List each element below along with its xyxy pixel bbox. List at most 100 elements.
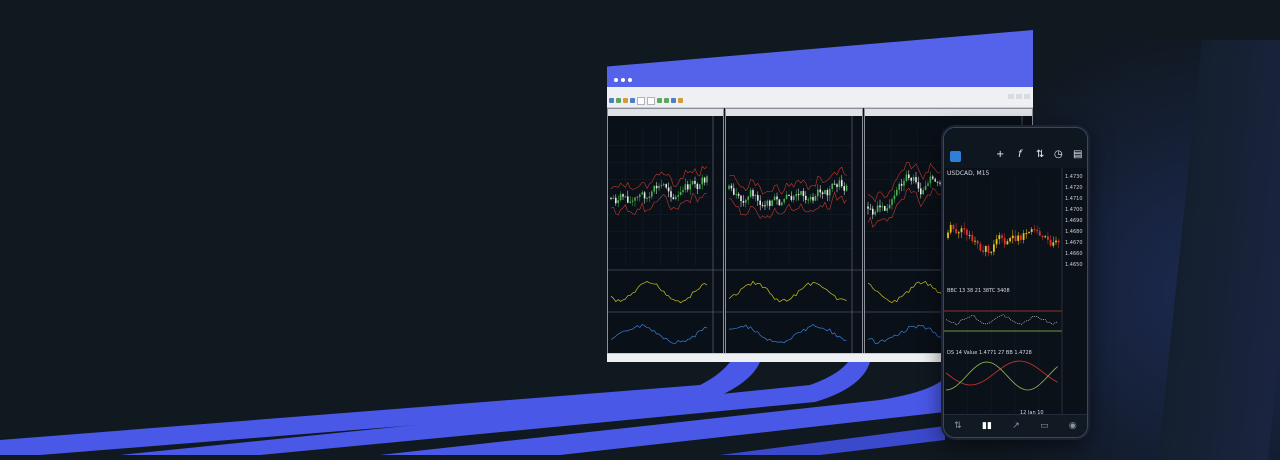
new-order-button[interactable] [637,96,645,105]
candle-body [809,197,812,200]
candle-body [785,194,788,199]
candle-body [952,224,955,230]
period-icon[interactable] [678,98,683,103]
candle-body [675,196,677,200]
phone-chart[interactable] [944,168,1087,415]
candle-body [893,195,896,200]
chart-pane-1-plot[interactable] [608,116,724,354]
crosshair-icon[interactable]: + [996,149,1005,160]
candle-body [1001,235,1003,239]
candle-body [643,192,646,199]
candle-body [1052,242,1055,246]
candle-body [1044,236,1047,238]
candle-body [730,185,733,189]
app-logo[interactable] [950,151,961,162]
candle-body [941,181,944,185]
candle-body [915,177,917,183]
candle-body [629,201,631,203]
candle-body [966,229,968,236]
new-order-icon[interactable]: ▤ [1073,149,1083,160]
candle-body [912,177,915,181]
candle-body [797,194,800,196]
new-chart-icon[interactable] [609,98,614,103]
candle-body [1036,230,1038,232]
candle-body [819,189,821,193]
candle-body [617,200,619,204]
window-dot[interactable] [614,78,618,82]
navigator-icon[interactable] [630,98,635,103]
candle-body [684,184,687,191]
candle-body [995,239,998,245]
candle-body [735,193,737,195]
maximize-icon[interactable] [1016,94,1022,99]
history-icon[interactable]: ▭ [1040,421,1049,431]
autotrading-button[interactable] [647,96,655,105]
window-dots[interactable] [614,78,632,82]
lower-band [610,192,707,216]
window-dot[interactable] [628,78,632,82]
candle-body [610,197,612,199]
candle-body [987,245,990,253]
chart-pane-2-plot[interactable] [726,116,863,354]
oscillator-line [610,323,708,344]
candle-body [682,190,684,192]
candle-body [776,196,778,200]
candle-body [615,197,617,204]
profiles-icon[interactable] [616,98,621,103]
candle-body [898,183,900,190]
messages-icon[interactable]: ◉ [1068,421,1077,431]
candle-body [1028,232,1030,234]
candle-body [886,208,888,211]
lower-band [728,191,847,219]
candle-body [845,185,848,191]
quotes-icon[interactable]: ⇅ [954,421,962,431]
market-watch-icon[interactable] [623,98,628,103]
zoom-in-icon[interactable] [657,98,662,103]
candle-body [790,195,793,200]
candle-body [619,194,622,201]
candle-body [984,245,987,252]
candle-body [836,184,838,187]
candle-body [900,183,903,186]
chart-pane-2[interactable] [725,108,863,354]
candle-body [624,196,627,198]
chart-pane-1[interactable] [607,108,724,354]
candle-body [703,177,706,183]
candle-body [826,190,829,196]
trade-icon[interactable]: ↗ [1012,421,1020,431]
candle-body [993,244,995,252]
candle-body [807,199,809,201]
minimize-icon[interactable] [1008,94,1014,99]
candle-body [1006,241,1009,245]
candle-body [793,196,795,200]
candle-body [641,192,643,195]
close-icon[interactable] [1024,94,1030,99]
candle-body [636,196,639,198]
window-dot[interactable] [621,78,625,82]
chart-icon[interactable]: ▮▮ [982,421,992,431]
candle-body [728,185,730,189]
function-icon[interactable]: f [1018,149,1022,160]
candle-body [927,183,929,186]
clock-icon[interactable]: ◷ [1054,149,1063,160]
candle-body [976,240,979,244]
candle-body [874,211,876,215]
candle-body [949,224,952,233]
price-tick-label: 1.4670 [1065,240,1083,246]
window-toolbar-area [607,87,1033,108]
candle-body [872,208,874,215]
candle-body [903,180,905,186]
phone-nav-bar: ⇅ ▮▮ ↗ ▭ ◉ [944,414,1087,437]
tile-windows-icon[interactable] [671,98,676,103]
pane-header [726,109,862,116]
candle-body [891,199,893,205]
pane-header [608,109,723,116]
candle-body [694,180,696,184]
zoom-out-icon[interactable] [664,98,669,103]
candle-body [761,204,764,206]
candle-body [831,183,833,189]
indicators-icon[interactable]: ⇅ [1036,149,1045,160]
candle-body [974,240,976,242]
candle-body [1033,229,1036,231]
candle-body [670,191,672,198]
